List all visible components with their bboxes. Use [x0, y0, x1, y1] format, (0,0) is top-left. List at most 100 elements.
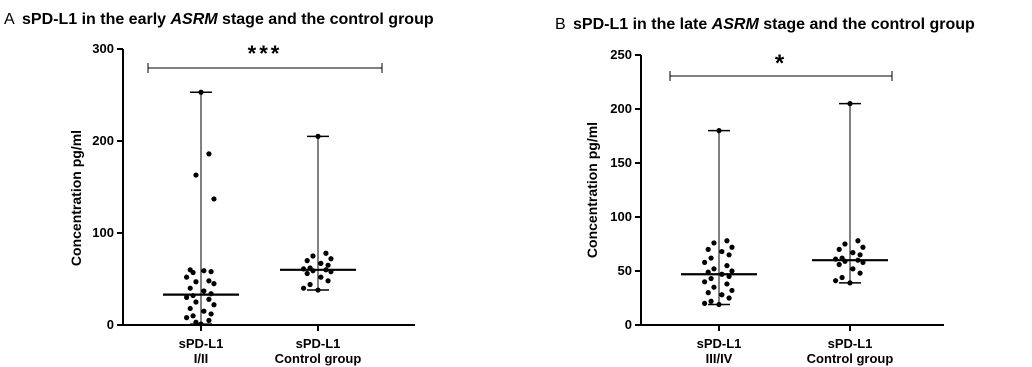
panel-b-data-point: [842, 241, 848, 247]
panel-a-data-point: [301, 285, 307, 291]
panel-b-data-point: [850, 266, 856, 272]
panel-b-y-tick-label: 50: [618, 263, 632, 278]
panel-a-data-point: [325, 262, 331, 268]
panel-a-data-point: [198, 321, 204, 327]
panel-b-y-tick-label: 150: [610, 155, 632, 170]
panel-b-y-axis-label: Concentration pg/ml: [584, 122, 600, 258]
panel-b-data-point: [847, 101, 853, 107]
panel-b-category-label-line1: sPD-L1: [697, 336, 742, 351]
panel-a-data-point: [307, 281, 313, 288]
panel-b-y-tick-label: 250: [610, 47, 632, 62]
panel-a-y-axis-label: Concentration pg/ml: [68, 130, 84, 266]
panel-a-data-point: [208, 269, 214, 275]
panel-b-data-point: [702, 259, 708, 265]
panel-b-data-point: [726, 252, 732, 258]
panel-b-y-tick-label: 100: [610, 209, 632, 224]
panel-b-data-point: [708, 255, 714, 261]
panel-a-significance-label: ***: [248, 41, 283, 66]
panel-b-title: sPD-L1 in the late ASRM stage and the co…: [573, 16, 975, 33]
panel-a-data-point: [318, 274, 324, 280]
panel-b-category-label-line2: Control group: [807, 351, 894, 366]
panel-a-data-point: [310, 253, 316, 259]
panel-b-data-point: [719, 292, 725, 298]
panel-a-data-point: [201, 288, 207, 294]
panel-b-data-point: [724, 263, 730, 269]
panel-b-significance-label: *: [775, 50, 787, 77]
panel-b-data-point: [702, 300, 708, 306]
panel-b-data-point: [836, 246, 842, 252]
panel-a-data-point: [323, 250, 329, 256]
panel-b-letter: B: [555, 16, 566, 33]
panel-a-y-tick-label: 100: [92, 225, 114, 240]
panel-b-data-point: [855, 238, 861, 244]
panel-a-data-point: [193, 172, 199, 178]
panel-a-data-point: [315, 287, 321, 293]
panel-b-data-point: [726, 295, 732, 301]
panel-b-data-point: [724, 281, 730, 287]
panel-a-y-tick-label: 200: [92, 133, 114, 148]
panel-b-data-point: [724, 238, 730, 244]
panel-a-data-point: [193, 319, 199, 325]
panel-a-data-point: [193, 279, 199, 285]
panel-a-data-point: [187, 305, 193, 312]
panel-b-data-point: [719, 248, 725, 255]
panel-b-y-tick-label: 0: [625, 317, 632, 332]
panel-a-title: sPD-L1 in the early ASRM stage and the c…: [22, 11, 434, 28]
panel-a-data-point: [184, 315, 190, 321]
panel-a-category-label-line2: I/II: [194, 351, 208, 366]
panel-b-data-point: [839, 274, 845, 281]
panel-b: B sPD-L1 in the late ASRM stage and the …: [555, 16, 975, 366]
panel-b-data-point: [850, 250, 856, 256]
panel-b-data-point: [847, 280, 853, 286]
panel-a-data-point: [198, 89, 204, 95]
panel-a-data-point: [190, 313, 196, 319]
panel-b-data-point: [833, 278, 839, 284]
panel-a-category-label-line1: sPD-L1: [296, 336, 341, 351]
panel-a-data-point: [304, 270, 310, 277]
panel-b-data-point: [711, 266, 717, 272]
panel-a-data-point: [206, 151, 212, 157]
panel-a-data-point: [208, 311, 214, 317]
panel-b-data-point: [857, 252, 863, 258]
panel-b-data-point: [729, 287, 735, 294]
panel-a-data-point: [184, 274, 190, 280]
panel-b-category-label-line2: III/IV: [706, 351, 733, 366]
panel-b-data-point: [705, 246, 711, 252]
panel-a-letter: A: [4, 11, 15, 28]
panel-a-data-point: [190, 269, 196, 276]
panel-a: A sPD-L1 in the early ASRM stage and the…: [4, 11, 434, 366]
panel-a-y-tick-label: 0: [107, 317, 114, 332]
panel-a-data-point: [304, 258, 310, 264]
panel-a-data-point: [206, 296, 212, 302]
panel-a-y-tick-label: 300: [92, 41, 114, 56]
panel-a-category-label-line1: sPD-L1: [179, 336, 224, 351]
panel-a-data-point: [211, 196, 217, 202]
panel-b-data-point: [716, 301, 722, 308]
panel-a-data-point: [318, 260, 324, 266]
panel-b-data-point: [711, 240, 717, 246]
panel-b-data-point: [729, 244, 735, 250]
panel-b-data-point: [708, 298, 714, 304]
panel-a-data-point: [187, 285, 193, 291]
panel-b-data-point: [716, 128, 722, 134]
panel-b-data-point: [702, 279, 708, 285]
panel-a-data-point: [201, 268, 207, 274]
panel-a-data-point: [325, 278, 331, 284]
panel-a-data-point: [211, 302, 217, 308]
panel-b-plot-area: 050100150200250sPD-L1III/IVsPD-L1Control…: [610, 47, 944, 366]
panel-a-category-label-line2: Control group: [275, 351, 362, 366]
panel-a-data-point: [206, 317, 212, 323]
panel-b-data-point: [857, 270, 863, 276]
panel-b-data-point: [729, 268, 735, 274]
panel-b-data-point: [860, 244, 866, 250]
panel-b-category-label-line1: sPD-L1: [828, 336, 873, 351]
panel-b-y-tick-label: 200: [610, 101, 632, 116]
panel-a-data-point: [206, 278, 212, 284]
panel-b-data-point: [708, 275, 714, 282]
panel-b-data-point: [836, 261, 842, 268]
panel-a-data-point: [201, 308, 207, 314]
panel-a-data-point: [315, 133, 321, 139]
panel-a-data-point: [193, 299, 199, 305]
